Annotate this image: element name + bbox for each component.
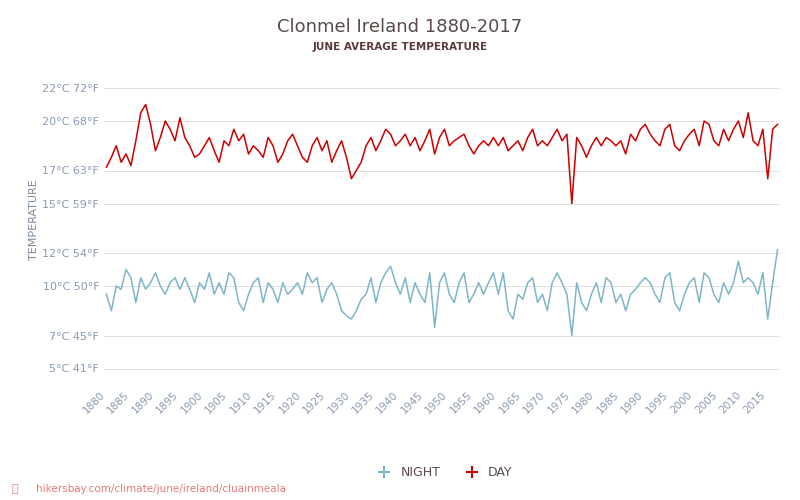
Text: 📍: 📍 — [12, 484, 18, 494]
Text: Clonmel Ireland 1880-2017: Clonmel Ireland 1880-2017 — [278, 18, 522, 36]
Text: JUNE AVERAGE TEMPERATURE: JUNE AVERAGE TEMPERATURE — [313, 42, 487, 52]
Y-axis label: TEMPERATURE: TEMPERATURE — [29, 180, 38, 260]
Legend: NIGHT, DAY: NIGHT, DAY — [366, 462, 518, 484]
Text: hikersbay.com/climate/june/ireland/cluainmeala: hikersbay.com/climate/june/ireland/cluai… — [36, 484, 286, 494]
